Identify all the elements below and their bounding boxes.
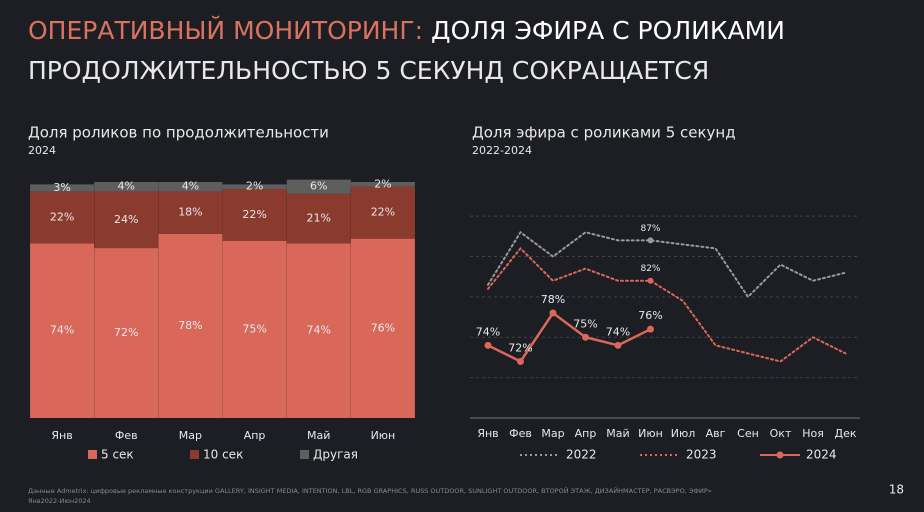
series-line	[487, 246, 847, 363]
data-label: 75%	[242, 323, 266, 336]
data-label: 4%	[118, 180, 135, 193]
bar-segment	[350, 186, 415, 239]
legend-label: 2022	[566, 448, 597, 462]
bar-segment	[30, 243, 95, 418]
legend-swatch	[300, 450, 309, 459]
x-tick-label: Май	[307, 429, 330, 442]
series-line	[487, 230, 847, 299]
bar-segment	[222, 241, 287, 418]
bar-segment	[30, 191, 95, 244]
chart-title: Доля эфира с роликами 5 секунд	[472, 124, 736, 142]
data-label: 22%	[50, 210, 74, 223]
data-label: 76%	[371, 321, 395, 334]
x-tick-label: Ноя	[802, 427, 824, 440]
legend-label: 10 сек	[203, 448, 243, 462]
bar-segment	[286, 193, 351, 244]
x-tick-label: Апр	[244, 429, 266, 442]
data-label: 78%	[541, 293, 565, 306]
x-tick-label: Сен	[737, 427, 759, 440]
legend-label: Другая	[313, 448, 358, 462]
x-tick-label: Апр	[575, 427, 597, 440]
bar-segment	[30, 184, 95, 192]
bar-segment	[222, 189, 287, 241]
bar-segment	[158, 191, 223, 234]
legend-label: 5 сек	[101, 448, 134, 462]
title-line: ПРОДОЛЖИТЕЛЬНОСТЬЮ 5 СЕКУНД СОКРАЩАЕТСЯ	[28, 56, 709, 85]
point	[484, 341, 492, 349]
bar-segment	[350, 238, 415, 418]
page-number: 18	[889, 483, 904, 497]
point	[582, 333, 589, 341]
point	[647, 325, 654, 333]
bar-segment	[222, 184, 287, 190]
data-label: 18%	[178, 206, 202, 219]
data-label: 74%	[476, 325, 500, 338]
x-tick-label: Июн	[638, 427, 663, 440]
legend-label: 2023	[686, 448, 717, 462]
data-label: 2%	[246, 180, 263, 193]
data-label: 72%	[508, 341, 532, 354]
x-tick-label: Фев	[509, 427, 532, 440]
point	[614, 341, 622, 349]
chart-title: Доля роликов по продолжительности	[28, 124, 329, 142]
bar-segment	[94, 182, 159, 192]
data-label: 76%	[638, 309, 662, 322]
bar-segment	[350, 182, 415, 187]
x-tick-label: Июл	[671, 427, 696, 440]
bar-segment	[94, 248, 159, 418]
data-label: 4%	[182, 180, 199, 193]
x-tick-label: Мар	[541, 427, 564, 440]
point	[517, 357, 524, 365]
chart-subtitle: 2024	[28, 144, 56, 157]
data-label: 78%	[178, 319, 202, 332]
bar-segment	[94, 191, 159, 249]
point	[549, 309, 557, 317]
title-line: ДОЛЯ ЭФИРА С РОЛИКАМИ	[431, 16, 785, 45]
slide-title: ОПЕРАТИВНЫЙ МОНИТОРИНГ: ДОЛЯ ЭФИРА С РОЛИ…	[28, 16, 785, 45]
legend-label: 2024	[806, 448, 837, 462]
data-label: 21%	[307, 212, 331, 225]
point	[647, 237, 654, 244]
bar-segment	[158, 233, 223, 418]
x-tick-label: Июн	[371, 429, 396, 442]
x-tick-label: Янв	[477, 427, 498, 440]
x-tick-label: Янв	[51, 429, 72, 442]
x-tick-label: Окт	[770, 427, 792, 440]
footnote: Данные Admetrix: цифровые рекламные конс…	[28, 486, 712, 495]
data-label: 75%	[573, 317, 597, 330]
bar-segment	[286, 179, 351, 194]
series-line	[486, 311, 652, 364]
legend-marker	[776, 451, 784, 459]
data-label: 22%	[242, 208, 266, 221]
data-label: 24%	[114, 213, 138, 226]
x-tick-label: Май	[606, 427, 629, 440]
legend-swatch	[88, 450, 97, 459]
data-label: 22%	[371, 206, 395, 219]
data-label: 2%	[374, 177, 391, 190]
data-label: 74%	[307, 324, 331, 337]
data-label: 72%	[114, 326, 138, 339]
x-tick-label: Мар	[179, 429, 202, 442]
data-label: 3%	[53, 181, 70, 194]
x-tick-label: Авг	[706, 427, 726, 440]
data-label: 74%	[50, 324, 74, 337]
data-label: 87%	[640, 224, 660, 234]
footnote: Янв2022-Июн2024	[28, 497, 91, 505]
title-highlight: ОПЕРАТИВНЫЙ МОНИТОРИНГ:	[28, 16, 423, 45]
point	[647, 277, 654, 284]
data-label: 82%	[640, 264, 660, 274]
data-label: 6%	[310, 180, 327, 193]
legend-swatch	[190, 450, 199, 459]
bar-segment	[286, 243, 351, 418]
data-label: 74%	[606, 325, 630, 338]
x-tick-label: Фев	[115, 429, 138, 442]
x-tick-label: Дек	[834, 427, 856, 440]
chart-subtitle: 2022-2024	[472, 144, 532, 157]
bar-segment	[158, 182, 223, 192]
